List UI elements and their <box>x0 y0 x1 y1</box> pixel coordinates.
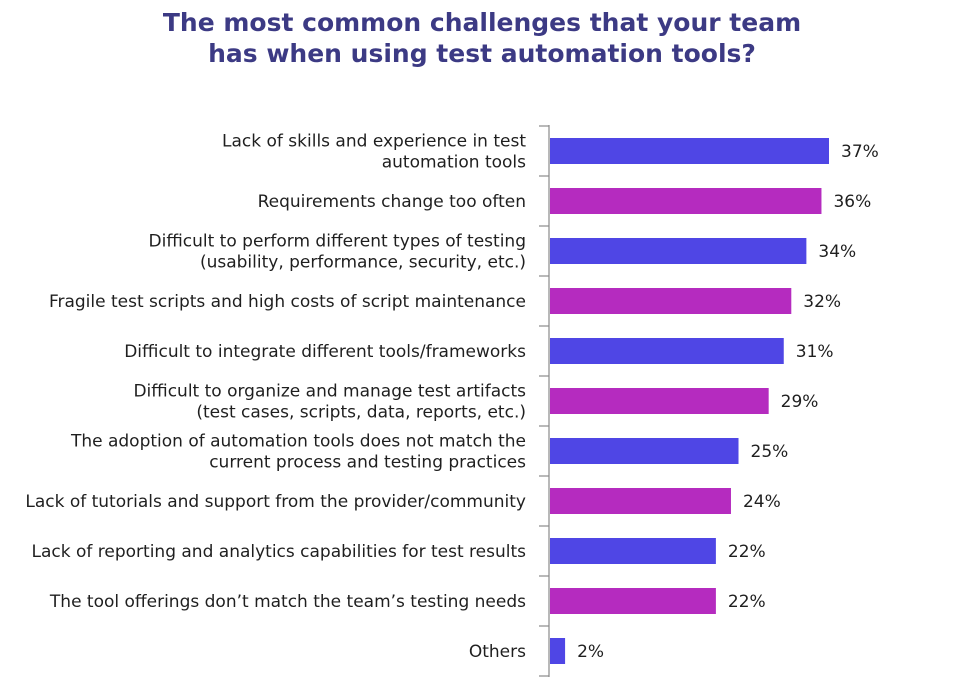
data-label: 37% <box>841 142 879 162</box>
chart-title-line-2: has when using test automation tools? <box>208 39 756 68</box>
bar <box>550 588 716 614</box>
bar <box>550 638 566 664</box>
data-label: 2% <box>577 642 604 662</box>
category-label: Difficult to perform different types of … <box>149 232 526 252</box>
data-label: 31% <box>796 342 834 362</box>
data-label: 34% <box>818 242 856 262</box>
bar <box>550 338 784 364</box>
category-label: automation tools <box>382 153 526 173</box>
data-label: 32% <box>803 292 841 312</box>
chart-title-line-1: The most common challenges that your tea… <box>162 8 802 37</box>
category-label: The tool offerings don’t match the team’… <box>49 592 526 612</box>
bar <box>550 388 769 414</box>
data-label: 36% <box>833 192 871 212</box>
category-label: Requirements change too often <box>258 192 526 212</box>
data-label: 24% <box>743 492 781 512</box>
category-label: Fragile test scripts and high costs of s… <box>49 292 526 312</box>
data-label: 22% <box>728 592 766 612</box>
category-label: (usability, performance, security, etc.) <box>200 253 526 273</box>
category-label: Difficult to integrate different tools/f… <box>124 342 526 362</box>
bar <box>550 538 716 564</box>
category-label: Difficult to organize and manage test ar… <box>133 382 526 402</box>
category-label: (test cases, scripts, data, reports, etc… <box>196 403 526 423</box>
category-label: Others <box>469 642 526 662</box>
bar <box>550 188 822 214</box>
bar <box>550 288 792 314</box>
bar <box>550 488 731 514</box>
category-label: current process and testing practices <box>209 453 526 473</box>
category-label: Lack of reporting and analytics capabili… <box>32 542 527 562</box>
category-label: The adoption of automation tools does no… <box>70 432 526 452</box>
category-label: Lack of tutorials and support from the p… <box>25 492 526 512</box>
bar <box>550 138 829 164</box>
bar <box>550 238 807 264</box>
category-label: Lack of skills and experience in test <box>222 132 526 152</box>
bar <box>550 438 739 464</box>
data-label: 29% <box>781 392 819 412</box>
data-label: 25% <box>751 442 789 462</box>
data-label: 22% <box>728 542 766 562</box>
